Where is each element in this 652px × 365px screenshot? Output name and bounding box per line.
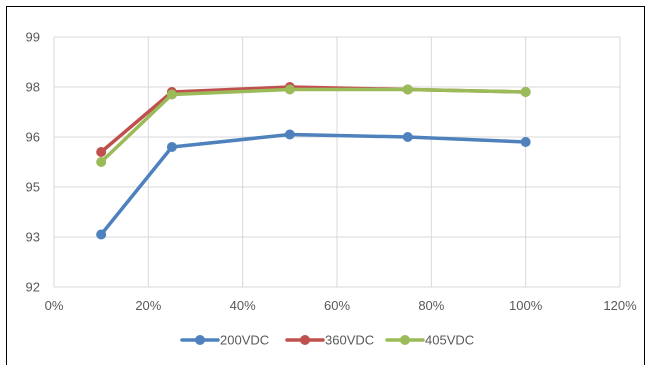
x-tick-label: 40% [230, 298, 256, 313]
x-tick-label: 120% [603, 298, 637, 313]
x-tick-label: 20% [135, 298, 161, 313]
y-tick-label: 93 [26, 230, 40, 245]
data-point-360vdc [96, 147, 107, 157]
data-point-200vdc [402, 132, 413, 142]
x-tick-label: 100% [509, 298, 543, 313]
data-point-405vdc [284, 84, 295, 95]
legend: 200VDC 360VDC 405VDC [180, 333, 474, 348]
legend-label: 200VDC [220, 333, 269, 348]
data-point-200vdc [166, 142, 177, 152]
legend-item-360vdc: 360VDC [285, 333, 374, 348]
gridlines [53, 36, 621, 288]
series-line-405vdc [99, 87, 528, 164]
series-line-200vdc [99, 132, 528, 237]
legend-swatch-marker [400, 335, 410, 345]
legend-swatch-marker [195, 335, 205, 345]
data-point-405vdc [402, 84, 413, 95]
legend-item-200vdc: 200VDC [180, 333, 269, 348]
legend-item-405vdc: 405VDC [385, 333, 474, 348]
data-point-200vdc [284, 129, 295, 140]
data-point-200vdc [96, 229, 107, 240]
y-tick-label: 95 [26, 180, 40, 195]
y-tick-label: 98 [26, 80, 40, 95]
y-tick-label: 92 [26, 280, 40, 295]
chart-frame [6, 6, 645, 365]
x-tick-label: 0% [45, 298, 64, 313]
axes: 92 93 95 96 98 99 0% 20% 40% 60% 80% 100% 120% [26, 30, 638, 314]
data-point-405vdc [520, 87, 531, 97]
x-tick-label: 80% [418, 298, 444, 313]
legend-label: 360VDC [325, 333, 374, 348]
y-tick-label: 96 [26, 130, 40, 145]
x-tick-label: 60% [324, 298, 350, 313]
data-point-405vdc [96, 157, 107, 167]
data-point-405vdc [166, 89, 177, 100]
data-point-200vdc [520, 137, 531, 147]
y-tick-label: 99 [26, 30, 40, 45]
series-line-360vdc [99, 85, 528, 154]
series [96, 82, 531, 240]
legend-swatch-marker [300, 335, 310, 345]
legend-label: 405VDC [425, 333, 474, 348]
